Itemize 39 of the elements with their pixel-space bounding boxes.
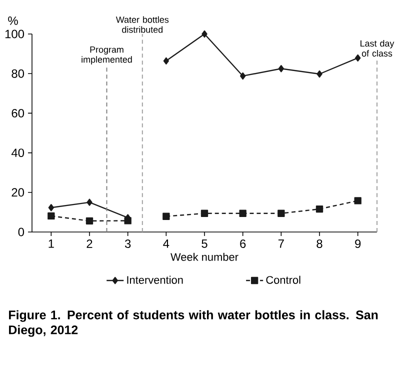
- legend-label: Control: [266, 276, 300, 284]
- y-tick-label: 60: [12, 108, 24, 118]
- point: [278, 65, 284, 72]
- x-tick-label: 7: [278, 240, 284, 248]
- x-tick-label: 8: [316, 240, 322, 248]
- legend-label: Intervention: [127, 276, 183, 284]
- y-tick-label: 100: [5, 30, 24, 38]
- point: [48, 212, 55, 220]
- x-tick-label: 5: [202, 240, 208, 248]
- x-tick-label: 1: [48, 240, 54, 248]
- y-axis-title: %: [8, 16, 18, 25]
- text: Figure 1. Percent of students with water bottles in class. San Diego, 2012: [9, 310, 378, 337]
- ref-line-label: Last day of class: [360, 40, 394, 57]
- point: [202, 30, 208, 38]
- point: [48, 204, 54, 212]
- point: [239, 210, 246, 217]
- ref-line-label: Water bottles distributed: [116, 16, 169, 33]
- x-tick-label: 3: [124, 240, 131, 248]
- y-tick-label: 0: [18, 228, 24, 236]
- y-tick-label: 40: [11, 148, 24, 158]
- x-tick-label: 6: [240, 240, 246, 248]
- x-axis-title: Week number: [170, 252, 238, 261]
- point: [86, 217, 94, 224]
- point: [354, 197, 362, 204]
- point: [163, 57, 170, 65]
- point: [240, 72, 246, 80]
- point: [200, 210, 208, 217]
- point: [278, 210, 285, 217]
- x-tick-label: 4: [163, 240, 170, 248]
- ref-line-label: Program implemented: [82, 46, 132, 64]
- y-tick-label: 20: [12, 188, 24, 197]
- point: [316, 70, 322, 78]
- x-tick-label: 9: [355, 240, 361, 248]
- x-tick-label: 2: [86, 240, 92, 248]
- point: [86, 198, 92, 206]
- point: [162, 212, 170, 220]
- y-tick-label: 80: [12, 69, 24, 78]
- point: [316, 205, 324, 213]
- point: [354, 54, 361, 62]
